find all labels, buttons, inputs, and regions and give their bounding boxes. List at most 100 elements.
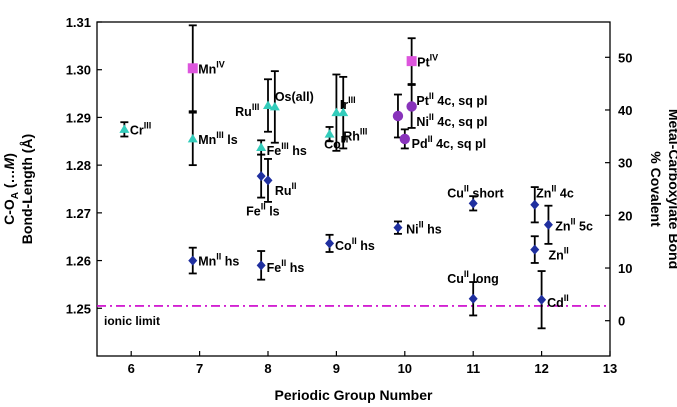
point-label-superscript: III [341, 135, 349, 145]
point-label-suffix: short [469, 186, 505, 200]
y-tick-label: 1.28 [66, 158, 91, 173]
data-point-triangle [324, 129, 335, 138]
point-label-suffix: 5c [576, 220, 593, 234]
plot-area [96, 21, 611, 357]
point-label-element: Ru [235, 105, 252, 119]
y-axis-title-paren: (… [1, 169, 17, 192]
data-point-triangle [256, 142, 267, 151]
point-label-superscript: II [464, 269, 469, 279]
y-tick-label: 1.25 [66, 301, 91, 316]
y-tick-label: 1.27 [66, 206, 91, 221]
data-point-diamond [263, 175, 273, 186]
data-point-circle [406, 101, 417, 112]
point-label: ZnII 4c [536, 183, 574, 200]
point-label-superscript: II [419, 220, 424, 230]
point-label: ZnII 5c [555, 217, 593, 234]
x-tick-label: 12 [534, 361, 548, 376]
y-axis-title-line2: Bond-Length (Å) [19, 134, 35, 244]
data-point-diamond [325, 238, 335, 249]
point-label-suffix: 4c [556, 186, 573, 200]
point-label-element: Cu [447, 272, 464, 286]
point-label-element: Ru [275, 184, 292, 198]
point-label: CuII short [447, 183, 504, 200]
point-label-superscript: III [144, 120, 152, 130]
point-label-element: Fe [267, 261, 282, 275]
point-label: MnIV [198, 59, 225, 76]
point-label-superscript: III [360, 127, 368, 137]
point-label-element: Mn [198, 255, 216, 269]
point-label: MnIII ls [198, 130, 238, 147]
point-label-element: Pd [412, 137, 428, 151]
point-label: RhIII [343, 127, 367, 144]
y2-tick-label: 0 [618, 314, 625, 329]
ionic-limit-label: ionic limit [104, 314, 160, 328]
data-point-diamond [188, 255, 198, 266]
data-point-diamond [530, 199, 540, 210]
point-label-suffix: hs [286, 261, 304, 275]
data-point-diamond [256, 260, 266, 271]
point-label: MnII hs [198, 252, 239, 269]
point-label-superscript: II [571, 217, 576, 227]
point-label: FeIII hs [267, 141, 307, 158]
point-label-element: Fe [267, 144, 282, 158]
point-label-superscript: IV [216, 59, 225, 69]
point-label: IrIII [340, 95, 356, 112]
point-label-element: Pt [417, 56, 430, 70]
point-label-suffix: 4c, sq pl [434, 94, 488, 108]
point-label-element: Pt [416, 94, 429, 108]
data-point-triangle [338, 107, 349, 117]
data-point-diamond [468, 198, 478, 209]
data-point-diamond [393, 222, 403, 233]
y-tick-label: 1.26 [66, 254, 91, 269]
point-label: RuII [275, 181, 297, 198]
y2-tick-label: 50 [618, 50, 632, 65]
point-label-element: Cd [547, 296, 564, 310]
y-tick-label: 1.30 [66, 63, 91, 78]
point-label: CoII hs [335, 236, 375, 253]
point-label-element: Ni [406, 223, 419, 237]
point-label: RuIII [235, 102, 259, 119]
point-label-superscript: II [564, 293, 569, 303]
x-tick-label: 10 [398, 361, 412, 376]
point-label-element: Co [324, 138, 341, 152]
point-label-element: Mn [198, 133, 216, 147]
point-label-suffix: hs [289, 144, 307, 158]
y-tick-label: 1.29 [66, 110, 91, 125]
point-label-superscript: II [281, 258, 286, 268]
point-label-element: Zn [548, 248, 563, 262]
point-label-suffix: long [469, 272, 499, 286]
y2-tick-label: 10 [618, 261, 632, 276]
y-axis-title-main: C-O [1, 199, 17, 225]
point-label: CoIII [324, 135, 348, 152]
x-tick-label: 6 [128, 361, 135, 376]
point-label-superscript: II [429, 91, 434, 101]
point-label: CrIII [130, 120, 151, 137]
point-label-superscript: IV [430, 53, 439, 63]
point-label-element: Rh [343, 130, 360, 144]
point-label: CuII long [447, 269, 499, 286]
point-label: ZnII [548, 245, 568, 262]
point-label-superscript: II [216, 252, 221, 262]
point-label: FeII ls [246, 201, 280, 218]
point-label: PtII 4c, sq pl [416, 91, 487, 108]
point-label: NiII 4c, sq pl [416, 112, 487, 129]
data-point-diamond [530, 244, 540, 255]
point-label-superscript: III [216, 130, 224, 140]
data-point-circle [392, 110, 404, 122]
data-point-triangle [263, 100, 273, 109]
point-label: PdII 4c, sq pl [412, 134, 487, 151]
point-label-suffix: 4c, sq pl [434, 115, 488, 129]
data-point-circle [399, 133, 410, 145]
point-label-superscript: II [564, 245, 569, 255]
y2-axis-title-line2: Metal-Carboxylate Bond [666, 109, 677, 269]
y2-axis-title-line1: % Covalent [648, 151, 664, 227]
y-axis-title-metal: M [1, 157, 17, 169]
point-label: NiII hs [406, 220, 442, 237]
x-tick-label: 9 [333, 361, 340, 376]
point-label-suffix: 4c, sq pl [433, 137, 487, 151]
point-label-element: Cr [130, 123, 144, 137]
point-label-superscript: II [428, 134, 433, 144]
data-point-square [406, 56, 417, 67]
point-label-superscript: II [352, 236, 357, 246]
point-label-element: Fe [246, 204, 261, 218]
